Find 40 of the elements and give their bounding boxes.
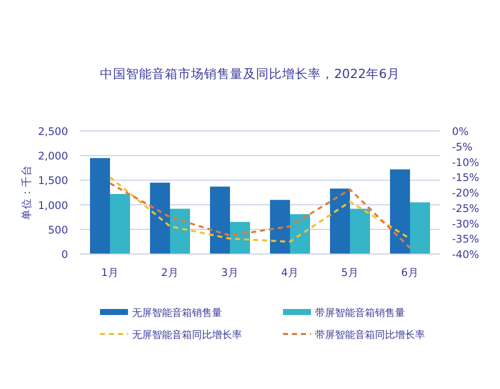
legend-label: 带屏智能音箱销售量	[315, 307, 405, 319]
x-tick-label: 3月	[221, 267, 239, 279]
bar	[150, 182, 170, 254]
bar	[230, 222, 250, 254]
bar	[170, 208, 190, 254]
y2-tick-label: 0%	[452, 126, 469, 138]
bar	[330, 188, 350, 254]
y-tick-label: 1,000	[38, 200, 68, 212]
y2-tick-label: -5%	[452, 141, 472, 154]
y-axis-title: 单位：千台	[20, 165, 33, 220]
y2-tick-label: -30%	[452, 218, 480, 230]
x-tick-label: 1月	[101, 267, 119, 279]
bar	[290, 214, 310, 254]
line-series	[109, 182, 411, 249]
bar	[270, 200, 290, 254]
x-tick-label: 6月	[401, 267, 419, 279]
y-tick-label: 2,500	[38, 126, 68, 138]
y-tick-label: 1,500	[38, 175, 68, 188]
y2-tick-label: -20%	[452, 188, 480, 200]
y2-tick-label: -35%	[452, 234, 480, 246]
bar	[110, 194, 130, 254]
y2-tick-label: -25%	[452, 202, 480, 215]
bar	[410, 202, 430, 254]
y2-tick-label: -40%	[452, 249, 480, 261]
bar	[210, 186, 230, 254]
y-tick-label: 0	[61, 249, 68, 261]
legend-label: 带屏智能音箱同比增长率	[315, 329, 425, 341]
y-tick-label: 500	[48, 224, 68, 236]
x-tick-label: 5月	[341, 267, 359, 279]
y2-tick-label: -15%	[452, 172, 480, 184]
bar	[90, 158, 110, 254]
x-tick-label: 4月	[281, 267, 299, 279]
bar	[350, 208, 370, 254]
legend-label: 无屏智能音箱销售量	[132, 307, 222, 319]
bar	[390, 169, 410, 254]
y2-tick-label: -10%	[452, 156, 480, 169]
y-tick-label: 2,000	[38, 150, 68, 163]
x-tick-label: 2月	[161, 267, 179, 279]
legend-label: 无屏智能音箱同比增长率	[132, 329, 242, 341]
title: 中国智能音箱市场销售量及同比增长率，2022年6月	[100, 66, 400, 81]
